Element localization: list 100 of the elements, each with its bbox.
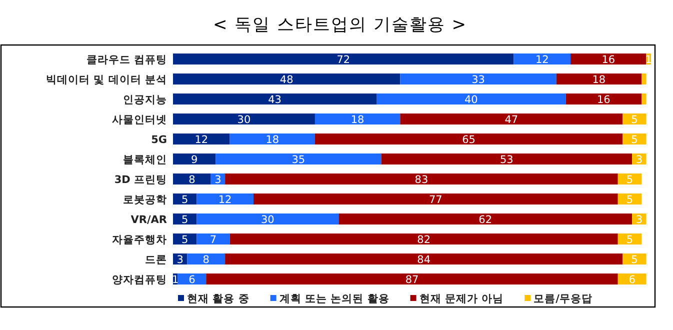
y-tick-label: 5G	[151, 134, 167, 146]
data-label: 5	[626, 234, 634, 246]
y-tick-label: VR/AR	[130, 214, 167, 226]
y-tick-label: 인공지능	[123, 94, 167, 106]
bar	[618, 274, 646, 284]
bar	[178, 274, 206, 284]
bar	[400, 114, 623, 124]
y-tick-label: 블록체인	[123, 154, 167, 166]
data-label: 12	[218, 194, 232, 206]
data-label: 30	[260, 214, 274, 226]
data-label: 43	[268, 94, 282, 106]
bar	[570, 54, 646, 64]
bar	[196, 234, 230, 244]
data-label: 5	[181, 194, 188, 206]
bar	[314, 114, 400, 124]
data-label: 1	[645, 54, 652, 66]
bar	[566, 94, 642, 104]
y-tick-label: 클라우드 컴퓨팅	[86, 54, 167, 66]
y-tick-label: 3D 프린팅	[114, 174, 167, 186]
data-label: 5	[631, 254, 638, 266]
data-label: 48	[280, 74, 294, 86]
bar	[381, 154, 632, 164]
bar	[314, 134, 623, 144]
bar	[173, 114, 315, 124]
data-label: 84	[417, 254, 431, 266]
data-label: 40	[464, 94, 478, 106]
bar	[173, 134, 230, 144]
bar	[618, 174, 642, 184]
data-label: 35	[292, 154, 306, 166]
data-label: 18	[350, 114, 364, 126]
data-label: 18	[266, 134, 280, 146]
data-label: 5	[181, 214, 188, 226]
bar	[514, 54, 571, 64]
bar	[187, 254, 226, 264]
data-label: 16	[596, 94, 611, 106]
data-label: 3	[176, 254, 184, 266]
data-label: 5	[181, 234, 188, 246]
bar	[338, 214, 632, 224]
data-label: 30	[237, 114, 251, 126]
data-label: 53	[500, 154, 514, 166]
data-label: 3	[636, 154, 643, 166]
legend-label: 모름/무응답	[534, 293, 592, 305]
data-label: 12	[194, 134, 208, 146]
bar	[173, 54, 514, 64]
data-label: 3	[214, 174, 222, 186]
legend-label: 계획 또는 논의된 활용	[279, 293, 390, 305]
y-tick-label: 드론	[145, 254, 167, 266]
y-tick-label: 사물인터넷	[112, 114, 167, 126]
bar	[173, 154, 216, 164]
bar	[225, 174, 618, 184]
bar	[622, 114, 646, 124]
data-label: 1	[172, 274, 179, 286]
bar	[173, 174, 211, 184]
y-tick-label: 자율주행차	[112, 234, 167, 246]
data-label: 62	[478, 214, 492, 226]
data-label: 6	[188, 274, 196, 286]
data-label: 82	[417, 234, 431, 246]
data-label: 18	[592, 74, 606, 86]
data-label: 5	[626, 194, 634, 206]
data-label: 8	[188, 174, 196, 186]
bar	[216, 154, 382, 164]
data-label: 83	[414, 174, 428, 186]
legend-label: 현재 문제가 아님	[419, 293, 504, 305]
data-label: 6	[628, 274, 636, 286]
data-label: 33	[472, 74, 485, 86]
data-label: 5	[626, 174, 634, 186]
data-label: 5	[631, 114, 638, 126]
data-label: 5	[631, 134, 638, 146]
bar	[622, 254, 646, 264]
bar	[622, 134, 646, 144]
data-label: 65	[462, 134, 476, 146]
bar	[642, 74, 646, 84]
bar	[376, 94, 566, 104]
data-label: 47	[504, 114, 518, 126]
data-label: 9	[190, 154, 198, 166]
bar	[400, 74, 556, 84]
y-tick-label: 양자컴퓨팅	[112, 274, 167, 286]
bar	[556, 74, 642, 84]
bar	[196, 214, 339, 224]
bar	[618, 194, 642, 204]
y-tick-label: 로봇공학	[123, 194, 167, 206]
data-label: 8	[202, 254, 210, 266]
bar	[230, 134, 315, 144]
legend-label: 현재 활용 중	[187, 293, 250, 305]
data-label: 7	[210, 234, 217, 246]
bar	[173, 94, 377, 104]
data-label: 16	[602, 54, 616, 66]
bar	[618, 234, 642, 244]
data-label: 87	[405, 274, 419, 286]
data-label: 12	[535, 54, 549, 66]
data-label: 72	[336, 54, 350, 66]
data-label: 77	[428, 194, 442, 206]
bar	[642, 94, 646, 104]
chart-title: < 독일 스타트업의 기술활용 >	[212, 15, 468, 35]
bar	[196, 194, 254, 204]
y-tick-label: 빅데이터 및 데이터 분석	[46, 74, 167, 86]
data-label: 3	[636, 214, 643, 226]
bar	[206, 274, 618, 284]
bar	[230, 234, 618, 244]
bar	[225, 254, 623, 264]
